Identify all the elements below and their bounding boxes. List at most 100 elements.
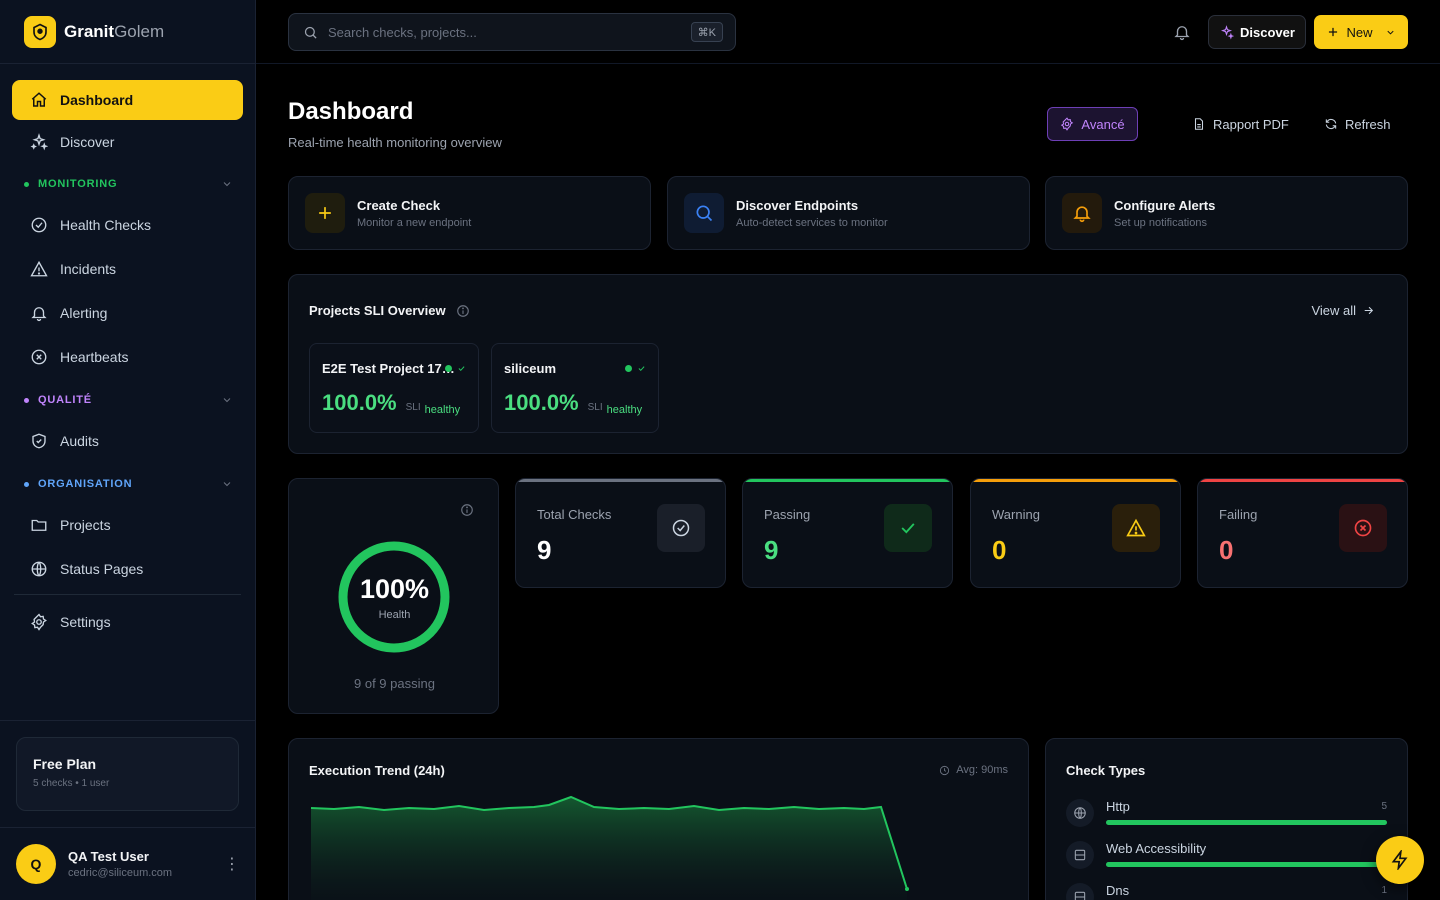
- globe-icon: [1066, 799, 1094, 827]
- check-type-row[interactable]: Http 5: [1066, 799, 1387, 835]
- notifications-button[interactable]: [1170, 20, 1194, 44]
- topbar: ⌘K Discover New: [256, 0, 1440, 64]
- sidebar-nav: Dashboard Discover MONITORING Health Che…: [0, 64, 255, 643]
- check-type-count: 5: [1381, 801, 1387, 812]
- qa-subtitle: Monitor a new endpoint: [357, 216, 472, 229]
- sli-overview-card: Projects SLI Overview View all E2E Test …: [288, 274, 1408, 454]
- x-circle-icon: [30, 348, 48, 366]
- check-circle-icon: [657, 504, 705, 552]
- discover-button-label: Discover: [1240, 24, 1295, 40]
- discover-button[interactable]: Discover: [1208, 15, 1306, 49]
- check-type-bar-fill: [1106, 862, 1379, 867]
- section-qualite[interactable]: QUALITÉ: [12, 380, 243, 420]
- section-organisation[interactable]: ORGANISATION: [12, 464, 243, 504]
- stat-accent-bar: [516, 479, 725, 482]
- plan-card[interactable]: Free Plan 5 checks • 1 user: [16, 737, 239, 811]
- sidebar-item-dashboard[interactable]: Dashboard: [12, 80, 243, 120]
- stat-accent-bar: [1198, 479, 1407, 482]
- project-status: [625, 364, 646, 373]
- sparkles-icon: [30, 133, 48, 151]
- stat-accent-bar: [971, 479, 1180, 482]
- sidebar-item-heartbeats[interactable]: Heartbeats: [12, 336, 243, 378]
- project-sli-card[interactable]: E2E Test Project 17… 100.0% SLI healthy: [309, 343, 479, 433]
- info-icon[interactable]: [456, 304, 470, 318]
- sidebar: GranitGolem Dashboard Discover MONITORIN…: [0, 0, 256, 900]
- home-icon: [30, 91, 48, 109]
- refresh-icon: [1324, 117, 1338, 131]
- bell-icon: [1173, 23, 1191, 41]
- check-icon: [457, 364, 466, 373]
- sparkles-icon: [1219, 24, 1235, 40]
- pdf-report-button[interactable]: Rapport PDF: [1192, 107, 1289, 141]
- stat-label: Warning: [992, 507, 1040, 522]
- create-check-card[interactable]: Create Check Monitor a new endpoint: [288, 176, 651, 250]
- sidebar-item-health-checks[interactable]: Health Checks: [12, 204, 243, 246]
- search-icon: [684, 193, 724, 233]
- sidebar-item-label: Dashboard: [60, 92, 134, 108]
- check-type-row[interactable]: Web Accessibility: [1066, 841, 1387, 877]
- qa-subtitle: Auto-detect services to monitor: [736, 216, 888, 229]
- sli-percent: 100.0%: [322, 390, 397, 415]
- info-icon[interactable]: [460, 503, 474, 517]
- project-name: siliceum: [504, 361, 557, 376]
- search-input[interactable]: [328, 24, 668, 40]
- advanced-button[interactable]: Avancé: [1047, 107, 1138, 141]
- section-label: MONITORING: [38, 178, 118, 190]
- sidebar-item-settings[interactable]: Settings: [12, 601, 243, 643]
- check-types-title: Check Types: [1066, 763, 1146, 778]
- more-vertical-icon[interactable]: ⋮: [224, 856, 240, 873]
- check-type-row[interactable]: Dns 1: [1066, 883, 1387, 900]
- sidebar-item-alerting[interactable]: Alerting: [12, 292, 243, 334]
- health-passing: 9 of 9 passing: [354, 676, 435, 691]
- sidebar-item-label: Projects: [60, 517, 111, 533]
- stat-passing[interactable]: Passing 9: [742, 478, 953, 588]
- user-profile[interactable]: Q QA Test User cedric@siliceum.com ⋮: [16, 844, 240, 884]
- status-badge: healthy: [606, 404, 643, 416]
- stat-value: 9: [537, 535, 552, 565]
- status-badge: healthy: [424, 404, 461, 416]
- discover-endpoints-card[interactable]: Discover Endpoints Auto-detect services …: [667, 176, 1030, 250]
- configure-alerts-card[interactable]: Configure Alerts Set up notifications: [1045, 176, 1408, 250]
- view-all-link[interactable]: View all: [1311, 303, 1375, 318]
- new-button[interactable]: New: [1314, 15, 1408, 49]
- sidebar-item-label: Incidents: [60, 261, 117, 277]
- x-circle-icon: [1339, 504, 1387, 552]
- sidebar-item-discover[interactable]: Discover: [12, 122, 243, 162]
- project-sli-card[interactable]: siliceum 100.0% SLI healthy: [491, 343, 659, 433]
- arrow-right-icon: [1362, 304, 1375, 317]
- sidebar-item-audits[interactable]: Audits: [12, 420, 243, 462]
- sidebar-item-status-pages[interactable]: Status Pages: [12, 548, 243, 590]
- check-types-card: Check Types Http 5 Web Accessibility Dns…: [1045, 738, 1408, 900]
- health-percent: 100%: [359, 574, 430, 604]
- execution-trend-card: Execution Trend (24h) Avg: 90ms: [288, 738, 1029, 900]
- stat-total-checks[interactable]: Total Checks 9: [515, 478, 726, 588]
- lightning-icon: [1390, 850, 1410, 870]
- sidebar-separator: [0, 720, 256, 721]
- status-dot: [625, 365, 632, 372]
- chevron-down-icon: [221, 178, 233, 190]
- quick-action-button[interactable]: [1376, 836, 1424, 884]
- section-monitoring[interactable]: MONITORING: [12, 164, 243, 204]
- chevron-down-icon: [1385, 27, 1396, 38]
- qa-subtitle: Set up notifications: [1114, 216, 1207, 229]
- user-info: QA Test User cedric@siliceum.com: [68, 849, 172, 879]
- plan-details: 5 checks • 1 user: [33, 778, 110, 789]
- brand[interactable]: GranitGolem: [0, 0, 255, 64]
- check-type-name: Http: [1106, 799, 1130, 814]
- sidebar-item-label: Heartbeats: [60, 349, 129, 365]
- sidebar-divider: [14, 594, 241, 595]
- stat-warning[interactable]: Warning 0: [970, 478, 1181, 588]
- refresh-label: Refresh: [1345, 116, 1391, 132]
- sidebar-item-projects[interactable]: Projects: [12, 504, 243, 546]
- chevron-down-icon: [221, 478, 233, 490]
- project-sli-value: 100.0% SLI healthy: [504, 390, 642, 416]
- sli-label: SLI: [405, 402, 421, 413]
- brand-name: GranitGolem: [64, 21, 165, 41]
- search-box[interactable]: ⌘K: [288, 13, 736, 51]
- clock-icon: [939, 765, 950, 776]
- globe-icon: [30, 560, 48, 578]
- check-circle-icon: [30, 216, 48, 234]
- stat-failing[interactable]: Failing 0: [1197, 478, 1408, 588]
- sidebar-item-incidents[interactable]: Incidents: [12, 248, 243, 290]
- refresh-button[interactable]: Refresh: [1324, 107, 1391, 141]
